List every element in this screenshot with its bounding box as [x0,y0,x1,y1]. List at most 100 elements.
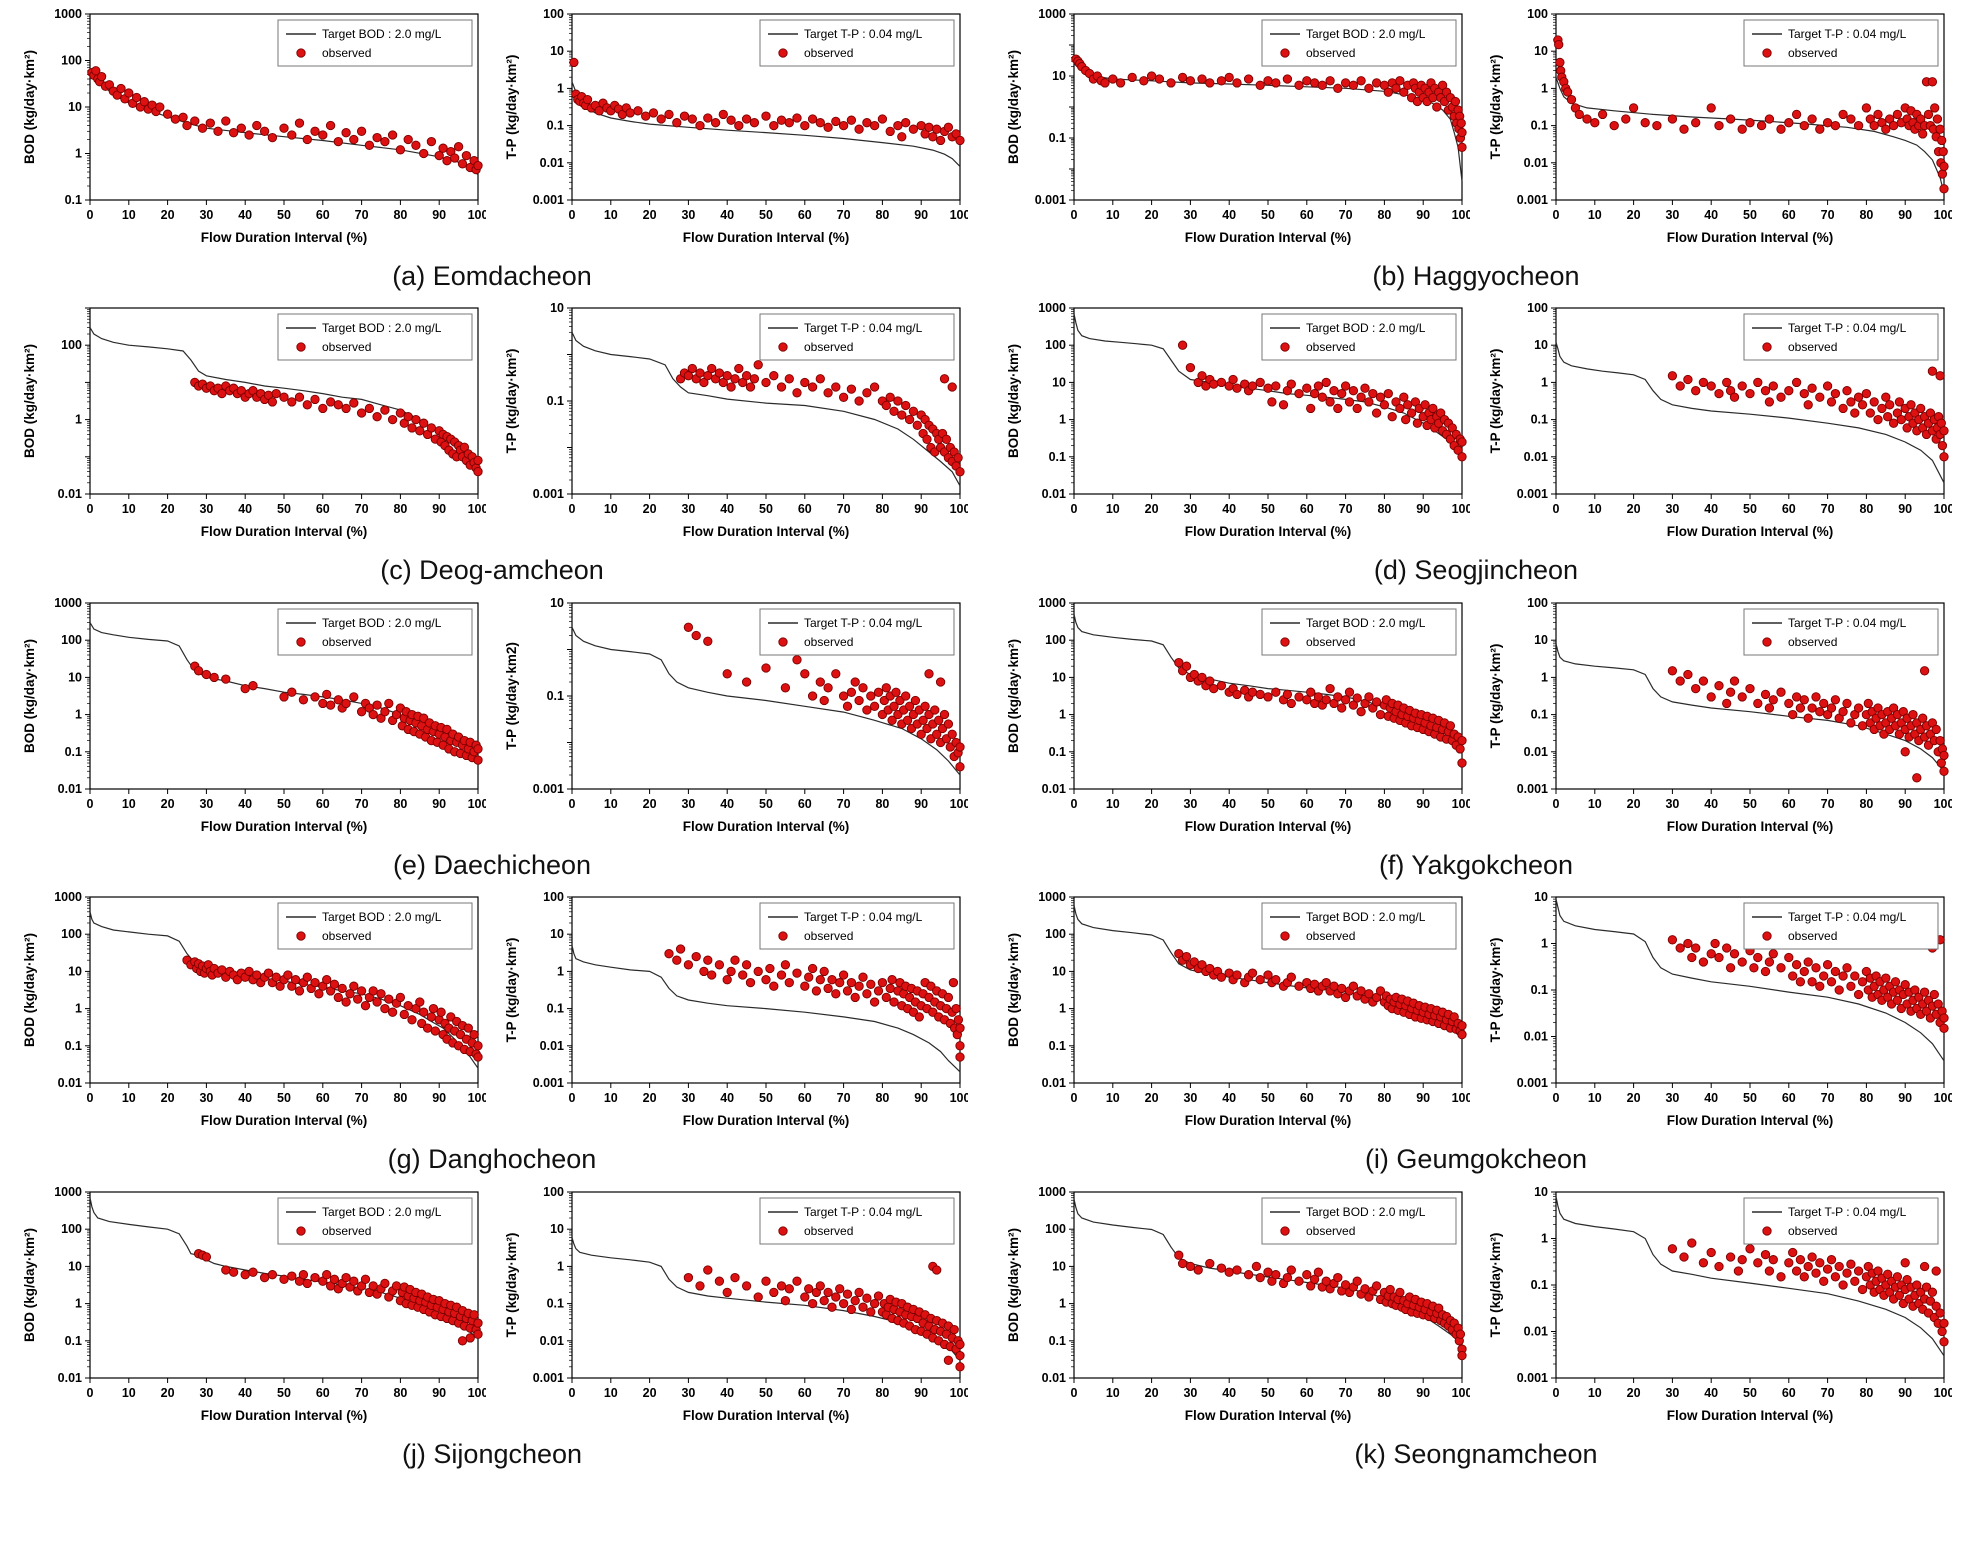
legend: Target BOD : 2.0 mg/L observed [277,902,473,950]
observed-point [1364,397,1374,407]
x-tick-label: 80 [393,1386,407,1400]
x-tick-label: 0 [1071,502,1078,516]
observed-point [1838,1279,1848,1290]
observed-point [1900,746,1910,757]
observed-points [675,360,965,477]
observed-points [190,378,483,477]
y-tick-label: 1 [1541,376,1548,390]
observed-point [792,388,802,398]
observed-point [1929,990,1939,1000]
observed-point [1722,378,1732,388]
observed-point [683,622,694,632]
x-tick-label: 20 [643,208,657,222]
x-tick-label: 60 [798,1386,812,1400]
observed-point [1263,692,1273,702]
charts-row: 0 10 20 30 40 50 60 70 80 90 100 0.01 0.1 1 10 100 1000 T… [16,887,968,1142]
observed-point [869,120,880,131]
observed-point [1251,1261,1262,1271]
legend-target-label: Target BOD : 2.0 mg/L [322,27,442,41]
observed-point [368,709,378,720]
observed-point [1698,676,1709,686]
x-tick-label: 80 [393,208,407,222]
legend-box [1261,313,1457,361]
observed-point [1756,120,1767,131]
x-tick-label: 60 [798,797,812,811]
x-tick-label: 50 [1743,797,1757,811]
observed-point [1706,381,1716,392]
observed-point [1838,109,1848,120]
observed-point [850,992,860,1003]
tp-chart: 0 10 20 30 40 50 60 70 80 90 100 0.001 0.01 0.1 1 10 Tar… [1482,1181,1952,1436]
observed-point [415,426,425,436]
x-tick-label: 0 [1553,1386,1560,1400]
x-axis-label: Flow Duration Interval (%) [1667,1408,1834,1423]
y-axis-label: BOD (kg/day·km²) [1006,933,1021,1047]
observed-point [1420,400,1430,410]
observed-point [1100,78,1110,88]
bod-chart: 0 10 20 30 40 50 60 70 80 90 100 0.01 0.1 1 10 100 1000 T… [16,887,486,1142]
observed-point [858,972,868,983]
observed-point [714,960,725,970]
observed-point [1574,109,1584,120]
observed-point [741,1280,752,1291]
legend-dot-sample [778,342,788,353]
observed-point [866,1306,876,1317]
y-tick-label: 1 [1059,1002,1066,1016]
observed-point [430,1026,440,1036]
bod-chart: 0 10 20 30 40 50 60 70 80 90 100 0.01 0.1 1 10 100 1000 T… [16,592,486,847]
legend-observed-label: observed [804,635,853,649]
observed-point [1939,1336,1949,1347]
observed-point [1271,1269,1281,1279]
observed-point [407,423,417,433]
observed-point [784,118,794,128]
x-tick-label: 100 [468,502,486,516]
observed-point [1846,114,1856,124]
x-tick-label: 80 [875,1386,889,1400]
observed-point [776,115,787,125]
observed-point [838,970,849,980]
x-tick-label: 30 [681,1091,695,1105]
observed-point [893,120,903,131]
observed-point [1826,977,1837,987]
x-axis-label: Flow Duration Interval (%) [1185,819,1352,834]
x-tick-label: 10 [122,1386,136,1400]
observed-point [1432,102,1442,112]
x-tick-label: 40 [720,1091,734,1105]
x-axis-label: Flow Duration Interval (%) [1185,524,1352,539]
observed-point [800,668,810,679]
x-tick-label: 30 [199,1386,213,1400]
x-tick-label: 80 [1377,502,1391,516]
x-tick-label: 90 [432,502,446,516]
x-tick-label: 10 [1106,1386,1120,1400]
x-axis-label: Flow Duration Interval (%) [1667,819,1834,834]
observed-point [356,706,367,717]
panel-3: 0 10 20 30 40 50 60 70 80 90 100 0.01 0.1 1 10 100 1000 T… [984,298,1968,586]
x-tick-label: 40 [720,502,734,516]
observed-point [465,1332,475,1343]
observed-point [792,1276,802,1286]
panel-2: 0 10 20 30 40 50 60 70 80 90 100 0.01 1 100 Target BOD… [0,298,984,586]
legend-box [1743,19,1939,67]
observed-point [244,130,254,140]
observed-point [1830,389,1841,399]
x-tick-label: 90 [914,1386,928,1400]
observed-point [1597,109,1608,120]
legend-box [1261,19,1457,67]
x-axis-label: Flow Duration Interval (%) [1667,524,1834,539]
observed-point [1807,703,1817,713]
observed-point [699,378,709,388]
observed-point [916,729,926,739]
observed-points [190,661,483,765]
observed-point [734,120,744,131]
observed-point [1278,400,1289,410]
observed-point [784,1283,794,1294]
observed-point [1232,383,1242,394]
observed-point [1846,718,1856,728]
y-tick-label: 0.1 [547,689,564,703]
observed-point [885,393,895,403]
observed-point [1667,114,1678,124]
x-tick-label: 40 [1222,1386,1236,1400]
observed-point [1729,949,1740,959]
observed-point [380,1004,390,1014]
observed-point [935,677,946,687]
